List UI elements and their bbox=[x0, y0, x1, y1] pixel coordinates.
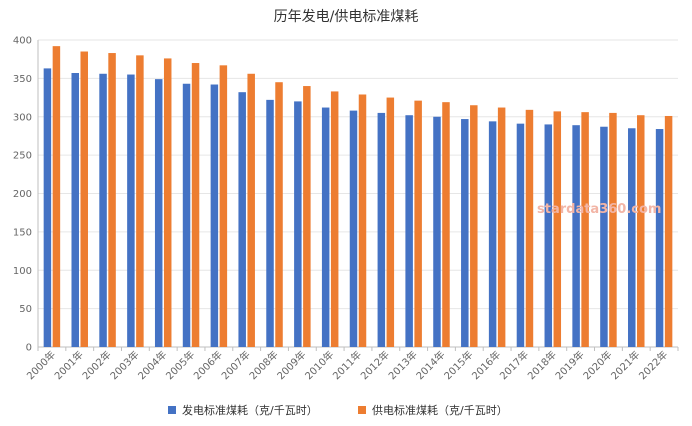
watermark-text: stardata360.com bbox=[537, 202, 661, 217]
x-tick-label: 2020年 bbox=[580, 348, 614, 382]
x-tick-label: 2001年 bbox=[52, 348, 86, 382]
bar-supply bbox=[52, 46, 61, 347]
chart-title: 历年发电/供电标准煤耗 bbox=[273, 9, 419, 25]
bar-supply bbox=[442, 102, 450, 347]
legend-swatch bbox=[358, 406, 366, 414]
bar-generation bbox=[71, 73, 79, 347]
bar-layer bbox=[43, 46, 673, 348]
bar-generation bbox=[600, 126, 608, 347]
bar-supply bbox=[609, 112, 617, 347]
x-tick-label: 2018年 bbox=[525, 348, 559, 382]
bar-generation bbox=[210, 84, 219, 347]
bar-generation bbox=[405, 115, 413, 347]
x-tick-label: 2005年 bbox=[163, 348, 197, 382]
bar-generation bbox=[43, 68, 52, 348]
x-tick-label: 2012年 bbox=[358, 348, 392, 382]
bar-supply bbox=[581, 112, 589, 348]
bar-supply bbox=[553, 111, 562, 347]
x-tick-label: 2007年 bbox=[219, 348, 253, 382]
x-tick-label: 2011年 bbox=[330, 348, 364, 382]
y-tick-label: 50 bbox=[19, 304, 32, 315]
y-tick-label: 150 bbox=[13, 227, 32, 238]
legend: 发电标准煤耗（克/千瓦时） 供电标准煤耗（克/千瓦时） bbox=[168, 403, 508, 417]
x-tick-label: 2002年 bbox=[79, 348, 113, 382]
bar-supply bbox=[497, 107, 506, 347]
bar-supply bbox=[108, 53, 116, 348]
y-tick-label: 350 bbox=[13, 74, 32, 85]
bar-supply bbox=[358, 94, 367, 348]
x-tick-label: 2006年 bbox=[191, 348, 225, 382]
bar-generation bbox=[544, 124, 553, 347]
x-tick-label: 2009年 bbox=[274, 348, 308, 382]
x-tick-label: 2021年 bbox=[608, 348, 642, 382]
x-tick-label: 2004年 bbox=[135, 348, 169, 382]
x-tick-label: 2015年 bbox=[441, 348, 475, 382]
x-tick-label: 2003年 bbox=[107, 348, 141, 382]
bar-supply bbox=[275, 82, 283, 348]
bar-supply bbox=[470, 105, 478, 347]
bar-generation bbox=[99, 73, 107, 348]
bar-supply bbox=[637, 115, 645, 347]
bar-supply bbox=[163, 58, 172, 348]
x-tick-label: 2019年 bbox=[552, 348, 586, 382]
bar-generation bbox=[433, 116, 441, 347]
bar-supply bbox=[136, 55, 144, 347]
bar-generation bbox=[572, 125, 580, 347]
x-tick-label: 2014年 bbox=[413, 348, 447, 382]
legend-swatch bbox=[168, 406, 176, 414]
bar-generation bbox=[321, 107, 330, 347]
x-tick-label: 2013年 bbox=[386, 348, 420, 382]
bar-generation bbox=[655, 129, 664, 347]
bar-generation bbox=[628, 128, 636, 347]
bar-supply bbox=[664, 115, 673, 347]
bar-generation bbox=[516, 123, 525, 347]
y-tick-label: 0 bbox=[26, 343, 32, 354]
bar-supply bbox=[525, 109, 534, 347]
x-tick-label: 2022年 bbox=[636, 348, 670, 382]
legend-label: 供电标准煤耗（克/千瓦时） bbox=[372, 403, 508, 417]
bar-supply bbox=[80, 51, 88, 347]
x-tick-label: 2016年 bbox=[469, 348, 503, 382]
bar-supply bbox=[303, 86, 311, 348]
bar-generation bbox=[154, 79, 163, 347]
bar-supply bbox=[330, 91, 339, 347]
y-tick-label: 200 bbox=[13, 189, 32, 200]
x-tick-label: 2017年 bbox=[497, 348, 531, 382]
bar-generation bbox=[461, 119, 469, 348]
y-tick-label: 400 bbox=[13, 36, 32, 47]
bar-generation bbox=[127, 74, 135, 347]
bar-generation bbox=[182, 83, 191, 347]
x-tick-label: 2008年 bbox=[246, 348, 280, 382]
bar-supply bbox=[219, 65, 228, 347]
bar-generation bbox=[238, 92, 246, 347]
bar-generation bbox=[266, 99, 274, 348]
bar-supply bbox=[247, 73, 255, 348]
y-tick-label: 100 bbox=[13, 266, 32, 277]
bar-generation bbox=[488, 121, 497, 347]
x-tick-label: 2010年 bbox=[302, 348, 336, 382]
bar-generation bbox=[377, 112, 386, 347]
bar-supply bbox=[191, 63, 200, 348]
bar-generation bbox=[294, 101, 302, 348]
y-tick-label: 300 bbox=[13, 112, 32, 123]
legend-label: 发电标准煤耗（克/千瓦时） bbox=[182, 403, 318, 417]
bar-supply bbox=[386, 97, 395, 347]
bar-generation bbox=[349, 110, 358, 347]
y-tick-label: 250 bbox=[13, 151, 32, 162]
bar-supply bbox=[414, 100, 422, 347]
